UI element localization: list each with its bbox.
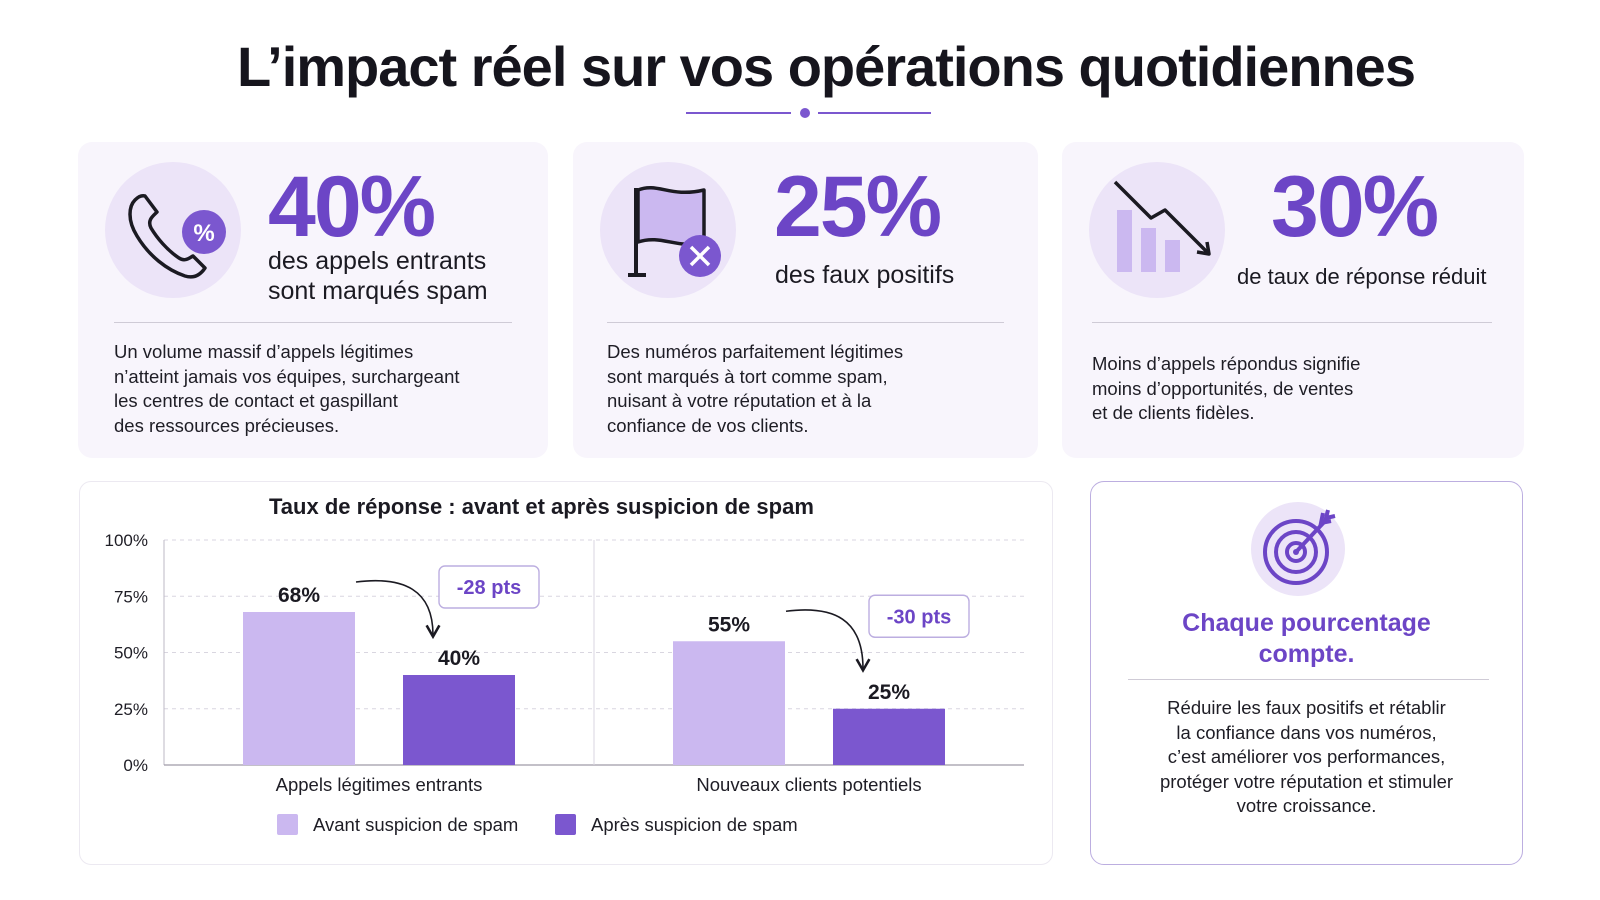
difference-arrow <box>785 609 871 673</box>
difference-label: -30 pts <box>887 606 951 628</box>
title-underline-ornament <box>686 106 931 120</box>
divider <box>114 322 512 323</box>
legend-swatch <box>277 814 298 835</box>
legend-label: Avant suspicion de spam <box>313 814 518 835</box>
target-arrow-icon <box>1251 502 1345 596</box>
chart-card: Taux de réponse : avant et après suspici… <box>79 481 1053 865</box>
bar <box>833 708 945 765</box>
page-title: L’impact réel sur vos opérations quotidi… <box>237 35 1416 98</box>
difference-badge <box>438 565 540 609</box>
data-label: 40% <box>438 647 480 670</box>
bar <box>403 675 515 765</box>
stat-value: 40% <box>268 159 436 255</box>
y-tick-label: 50% <box>114 644 148 663</box>
y-tick-label: 75% <box>114 587 148 606</box>
x-tick-label: Appels légitimes entrants <box>276 774 483 795</box>
legend-swatch <box>555 814 576 835</box>
stat-label: des appels entrants sont marqués spam <box>268 247 488 305</box>
y-tick-label: 100% <box>105 531 148 550</box>
y-tick-label: 25% <box>114 700 148 719</box>
stat-card-spam-calls: % 40% des appels entrants sont marqués s… <box>78 142 548 458</box>
stat-value: 30% <box>1271 159 1439 255</box>
bar <box>243 612 355 765</box>
divider <box>607 322 1004 323</box>
difference-label: -28 pts <box>457 577 521 599</box>
stat-value: 25% <box>774 159 942 255</box>
callout-card: Chaque pourcentage compte. Réduire les f… <box>1090 481 1523 865</box>
stat-card-false-positives: 25% des faux positifs Des numéros parfai… <box>573 142 1038 458</box>
callout-text: Réduire les faux positifs et rétablir la… <box>1159 697 1454 816</box>
data-label: 68% <box>278 584 320 607</box>
stat-label: de taux de réponse réduit <box>1237 264 1487 289</box>
stat-description: Des numéros parfaitement légitimes sont … <box>607 341 904 436</box>
callout-heading: Chaque pourcentage compte. <box>1182 609 1431 668</box>
stat-description: Un volume massif d’appels légitimes n’at… <box>114 341 460 436</box>
divider <box>1128 679 1489 680</box>
declining-chart-icon <box>1089 162 1225 298</box>
difference-badge <box>868 594 970 638</box>
data-label: 25% <box>868 681 910 704</box>
chart-title: Taux de réponse : avant et après suspici… <box>269 494 814 519</box>
divider <box>1092 322 1492 323</box>
stat-description: Moins d’appels répondus signifie moins d… <box>1092 353 1361 423</box>
x-tick-label: Nouveaux clients potentiels <box>696 774 921 795</box>
stat-label: des faux positifs <box>775 261 955 289</box>
stat-card-response-rate: 30% de taux de réponse réduit Moins d’ap… <box>1062 142 1524 458</box>
phone-percent-icon: % <box>105 162 241 298</box>
difference-arrow <box>355 579 441 640</box>
svg-text:%: % <box>193 220 214 247</box>
bar-chart: 0% 25% 50% 75% 100% 68% 40% Appels légitimes en… <box>105 531 1024 835</box>
y-tick-label: 0% <box>123 756 148 775</box>
legend-label: Après suspicion de spam <box>591 814 798 835</box>
flag-x-icon <box>600 162 736 298</box>
bar <box>673 641 785 765</box>
data-label: 55% <box>708 613 750 636</box>
